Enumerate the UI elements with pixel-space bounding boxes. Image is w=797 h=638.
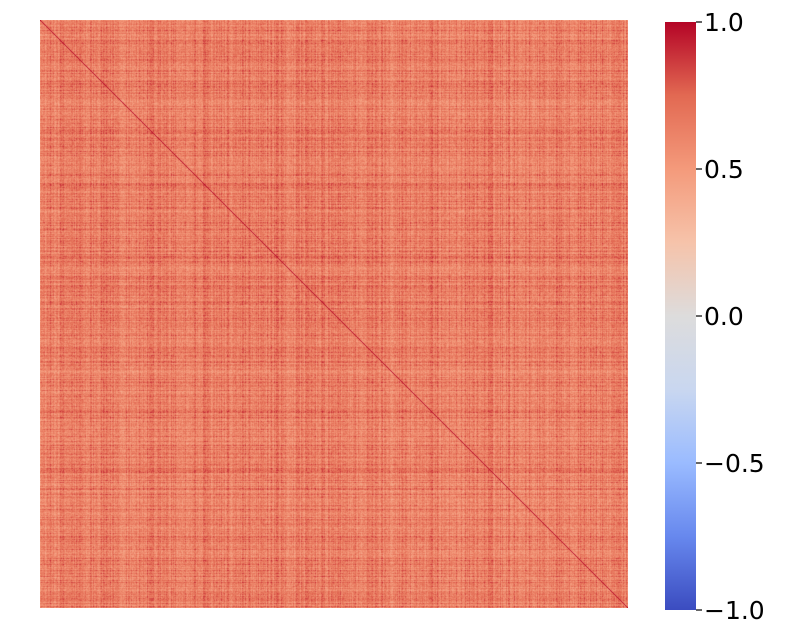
colorbar-ticks: 1.0 0.5 0.0 −0.5 −1.0 bbox=[696, 8, 765, 625]
colorbar: 1.0 0.5 0.0 −0.5 −1.0 bbox=[665, 8, 765, 625]
correlation-heatmap bbox=[40, 20, 628, 608]
colorbar-tick-label: 1.0 bbox=[704, 8, 744, 37]
colorbar-tick-label: 0.5 bbox=[704, 155, 744, 184]
colorbar-tick-label: −0.5 bbox=[704, 449, 765, 478]
heatmap-cells-container bbox=[40, 20, 628, 608]
colorbar-tick-label: 0.0 bbox=[704, 302, 744, 331]
colorbar-bar bbox=[665, 22, 696, 610]
colorbar-tick-label: −1.0 bbox=[704, 596, 765, 625]
heatmap-cells bbox=[40, 20, 628, 608]
